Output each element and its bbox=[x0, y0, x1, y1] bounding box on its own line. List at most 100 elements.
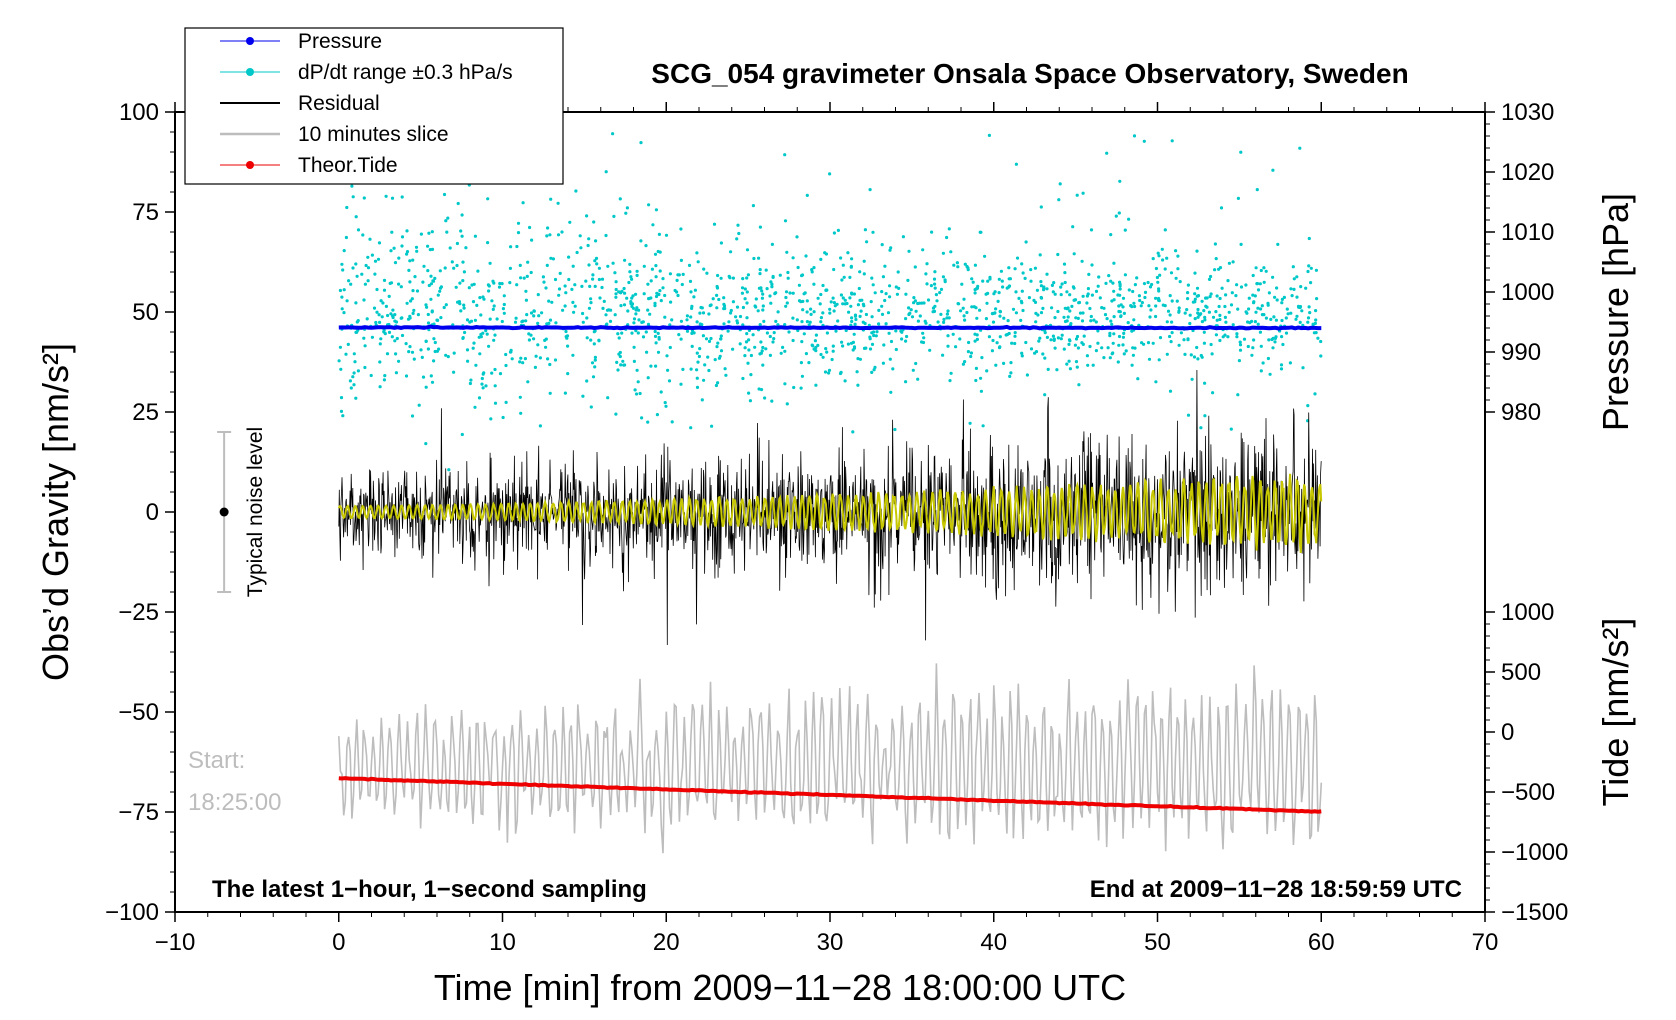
dpdt-point bbox=[456, 201, 460, 206]
dpdt-point bbox=[378, 320, 382, 324]
dpdt-point bbox=[854, 317, 858, 322]
dpdt-point bbox=[1259, 344, 1263, 348]
dpdt-point bbox=[717, 356, 722, 360]
dpdt-point bbox=[1275, 298, 1279, 302]
dpdt-point bbox=[614, 292, 618, 296]
dpdt-point bbox=[761, 345, 765, 350]
dpdt-point bbox=[1279, 363, 1284, 367]
dpdt-point bbox=[433, 276, 437, 280]
dpdt-point bbox=[888, 248, 892, 252]
x-tick-label: 40 bbox=[980, 929, 1007, 956]
dpdt-point bbox=[858, 314, 862, 318]
dpdt-point bbox=[1102, 356, 1106, 360]
dpdt-point bbox=[870, 315, 874, 319]
dpdt-point bbox=[668, 345, 672, 350]
dpdt-point bbox=[1092, 318, 1096, 322]
dpdt-point bbox=[962, 297, 966, 301]
dpdt-point bbox=[1014, 162, 1019, 166]
dpdt-point bbox=[1067, 342, 1071, 346]
dpdt-point bbox=[994, 307, 998, 311]
dpdt-point bbox=[745, 290, 749, 294]
dpdt-point bbox=[1039, 280, 1043, 284]
dpdt-point bbox=[786, 276, 790, 280]
dpdt-point bbox=[521, 319, 525, 323]
dpdt-point bbox=[738, 314, 743, 319]
dpdt-point bbox=[524, 289, 528, 293]
dpdt-point bbox=[1170, 320, 1174, 324]
dpdt-point bbox=[829, 300, 833, 304]
dpdt-point bbox=[379, 337, 383, 341]
dpdt-point bbox=[345, 205, 349, 210]
dpdt-point bbox=[770, 242, 775, 246]
dpdt-point bbox=[877, 322, 881, 326]
dpdt-point bbox=[823, 370, 828, 374]
dpdt-point bbox=[946, 334, 950, 338]
dpdt-point bbox=[575, 250, 579, 255]
dpdt-point bbox=[1217, 304, 1221, 309]
dpdt-point bbox=[563, 284, 567, 288]
dpdt-point bbox=[800, 273, 805, 277]
dpdt-point bbox=[462, 303, 466, 307]
dpdt-point bbox=[581, 311, 585, 316]
dpdt-point bbox=[534, 354, 538, 358]
dpdt-point bbox=[1297, 305, 1301, 309]
dpdt-point bbox=[348, 379, 352, 383]
dpdt-point bbox=[341, 414, 345, 418]
dpdt-point bbox=[752, 256, 756, 261]
dpdt-point bbox=[1157, 358, 1161, 362]
dpdt-point bbox=[399, 316, 403, 320]
dpdt-point bbox=[646, 322, 651, 326]
dpdt-point bbox=[1223, 304, 1227, 309]
dpdt-point bbox=[617, 336, 621, 340]
dpdt-point bbox=[646, 282, 650, 286]
dpdt-point bbox=[809, 312, 813, 316]
dpdt-point bbox=[1238, 343, 1243, 347]
dpdt-point bbox=[606, 396, 610, 400]
tide-tick-label: 0 bbox=[1501, 719, 1514, 746]
dpdt-point bbox=[868, 188, 872, 192]
dpdt-point bbox=[685, 329, 690, 333]
dpdt-point bbox=[655, 291, 659, 295]
dpdt-point bbox=[1027, 296, 1031, 300]
dpdt-point bbox=[1068, 309, 1072, 313]
dpdt-point bbox=[963, 318, 967, 322]
dpdt-point bbox=[1146, 341, 1151, 345]
dpdt-point bbox=[640, 416, 644, 420]
dpdt-point bbox=[663, 401, 667, 405]
dpdt-point bbox=[864, 346, 868, 350]
dpdt-point bbox=[544, 337, 548, 341]
dpdt-point bbox=[410, 297, 414, 301]
dpdt-point bbox=[1131, 289, 1135, 294]
dpdt-point bbox=[340, 307, 344, 311]
dpdt-point bbox=[975, 337, 980, 341]
dpdt-point bbox=[1060, 333, 1064, 337]
dpdt-point bbox=[1013, 341, 1017, 346]
dpdt-point bbox=[805, 193, 809, 197]
dpdt-point bbox=[349, 386, 353, 390]
dpdt-point bbox=[840, 278, 844, 282]
dpdt-point bbox=[525, 274, 529, 278]
dpdt-point bbox=[740, 291, 745, 295]
dpdt-point bbox=[738, 342, 742, 346]
slice-line bbox=[338, 663, 1323, 854]
dpdt-point bbox=[545, 322, 549, 326]
dpdt-point bbox=[1219, 206, 1224, 210]
dpdt-point bbox=[532, 309, 536, 313]
dpdt-point bbox=[340, 262, 344, 266]
dpdt-point bbox=[1157, 254, 1161, 258]
dpdt-point bbox=[1123, 273, 1127, 277]
dpdt-point bbox=[459, 229, 463, 233]
dpdt-point bbox=[1196, 294, 1201, 298]
dpdt-point bbox=[445, 230, 449, 234]
dpdt-point bbox=[1081, 294, 1085, 298]
dpdt-point bbox=[1111, 281, 1115, 285]
dpdt-point bbox=[1306, 404, 1310, 408]
dpdt-point bbox=[493, 367, 497, 372]
dpdt-point bbox=[354, 301, 358, 305]
dpdt-point bbox=[1190, 377, 1194, 381]
dpdt-point bbox=[1195, 249, 1199, 253]
dpdt-point bbox=[891, 367, 895, 371]
dpdt-point bbox=[345, 299, 349, 303]
dpdt-point bbox=[994, 363, 998, 367]
